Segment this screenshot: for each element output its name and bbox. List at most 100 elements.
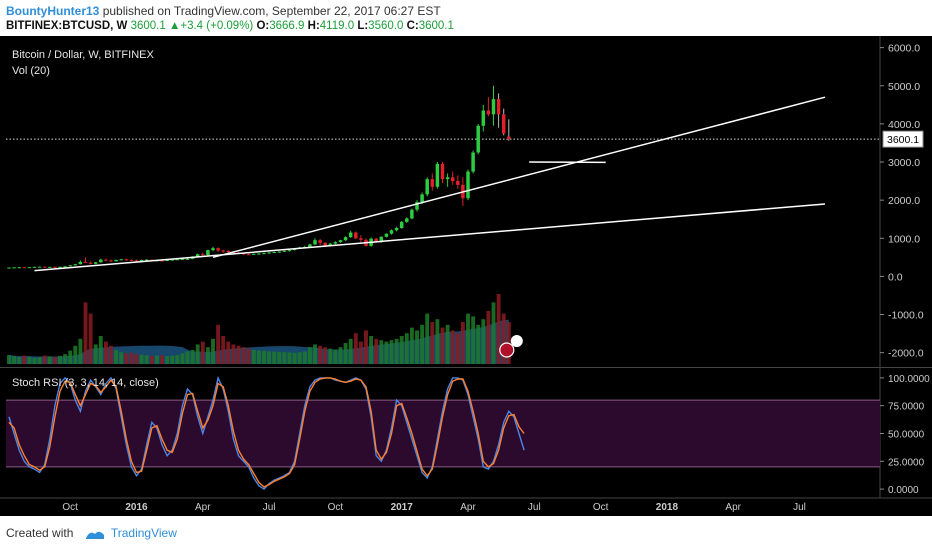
candle-body[interactable] [216, 248, 220, 251]
candle-body[interactable] [22, 267, 27, 269]
candle-body[interactable] [466, 171, 470, 199]
candle-body[interactable] [93, 262, 98, 264]
candle-body[interactable] [12, 267, 16, 269]
candle-body[interactable] [348, 232, 353, 238]
candle-body[interactable] [456, 181, 460, 185]
candle-body[interactable] [282, 250, 287, 252]
candle-body[interactable] [425, 179, 429, 195]
event-count-badge[interactable] [510, 335, 523, 347]
candle-body[interactable] [109, 260, 113, 262]
candle-body[interactable] [343, 237, 348, 241]
candle-body[interactable] [83, 261, 88, 263]
chart-canvas[interactable]: 6000.0 5000.0 4000.0 3000.0 2000.0 1000.0 0.0 -… [0, 36, 932, 516]
volume-bar [369, 336, 374, 364]
candle-body[interactable] [420, 194, 424, 203]
candle-body[interactable] [170, 259, 174, 261]
candle-body[interactable] [410, 209, 414, 219]
candle-body[interactable] [206, 250, 210, 256]
candle-body[interactable] [7, 267, 11, 269]
candle-body[interactable] [32, 266, 37, 268]
candle-body[interactable] [384, 233, 389, 237]
candle-body[interactable] [440, 163, 445, 180]
candle-body[interactable] [328, 243, 333, 246]
candle-body[interactable] [257, 253, 261, 255]
candle-body[interactable] [338, 240, 343, 243]
time-axis[interactable]: Oct 2016 Apr Jul Oct 2017 Apr Jul Oct 2018 Apr Jul [62, 502, 805, 513]
candle-body[interactable] [267, 252, 271, 254]
candle-body[interactable] [27, 267, 32, 269]
time-tick-label: Apr [460, 502, 476, 513]
candle-body[interactable] [430, 179, 435, 187]
candle-body[interactable] [185, 258, 190, 260]
candle-body[interactable] [379, 236, 384, 243]
candle-body[interactable] [201, 254, 205, 256]
candle-body[interactable] [308, 244, 312, 248]
candle-body[interactable] [471, 152, 475, 172]
candle-body[interactable] [63, 266, 67, 268]
candle-body[interactable] [104, 259, 108, 261]
candle-body[interactable] [507, 136, 511, 140]
tradingview-brand-link[interactable]: TradingView [110, 526, 177, 540]
candle-body[interactable] [318, 240, 322, 243]
candle-body[interactable] [78, 261, 83, 265]
candle-body[interactable] [175, 259, 180, 261]
stoch-rsi-pane[interactable]: 100.0000 75.0000 50.0000 25.0000 0.0000 [0, 374, 932, 499]
candle-body[interactable] [287, 250, 292, 252]
candle-body[interactable] [99, 259, 103, 263]
trendline[interactable] [34, 203, 826, 272]
candle-body[interactable] [501, 114, 506, 134]
candle-body[interactable] [17, 267, 21, 269]
candle-body[interactable] [42, 266, 47, 268]
us-flag-event-icon[interactable] [499, 342, 515, 358]
candle-body[interactable] [389, 230, 394, 234]
candle-body[interactable] [68, 265, 72, 267]
candle-body[interactable] [333, 242, 338, 244]
candle-body[interactable] [374, 238, 378, 243]
candle-body[interactable] [226, 250, 231, 252]
candle-body[interactable] [496, 99, 501, 115]
candle-body[interactable] [354, 232, 358, 239]
candle-body[interactable] [134, 260, 139, 262]
candle-body[interactable] [481, 110, 486, 126]
candle-body[interactable] [73, 264, 78, 266]
candle-body[interactable] [195, 254, 200, 257]
candle-body[interactable] [399, 221, 404, 228]
candle-body[interactable] [262, 253, 266, 255]
candle-body[interactable] [58, 266, 62, 268]
candle-body[interactable] [221, 250, 225, 252]
candle-body[interactable] [405, 218, 409, 222]
candle-body[interactable] [48, 266, 52, 268]
candle-body[interactable] [165, 260, 169, 262]
candle-body[interactable] [323, 242, 327, 246]
price-pane[interactable]: 6000.0 5000.0 4000.0 3000.0 2000.0 1000.0 0.0 -… [0, 36, 932, 498]
candle-body[interactable] [124, 259, 129, 261]
candle-body[interactable] [37, 266, 42, 268]
candle-body[interactable] [129, 260, 134, 262]
candle-body[interactable] [211, 248, 215, 251]
candle-body[interactable] [486, 110, 491, 115]
candle-body[interactable] [252, 253, 256, 255]
candle-body[interactable] [272, 251, 276, 253]
candle-body[interactable] [88, 262, 93, 264]
candle-body[interactable] [139, 260, 144, 262]
candle-body[interactable] [359, 238, 363, 240]
candle-body[interactable] [160, 260, 164, 262]
trendline[interactable] [212, 96, 826, 259]
candle-body[interactable] [180, 259, 185, 261]
candle-body[interactable] [415, 202, 419, 210]
candle-body[interactable] [313, 240, 317, 245]
candle-body[interactable] [450, 177, 455, 182]
candle-body[interactable] [277, 251, 282, 253]
candle-body[interactable] [246, 254, 251, 256]
candle-body[interactable] [445, 177, 450, 180]
author-link[interactable]: BountyHunter13 [6, 4, 100, 18]
candle-body[interactable] [491, 99, 496, 115]
candle-body[interactable] [114, 260, 118, 262]
candle-body[interactable] [476, 125, 480, 153]
candle-body[interactable] [119, 259, 123, 261]
symbol-label[interactable]: BITFINEX:BTCUSD, W [6, 20, 128, 32]
candle-body[interactable] [394, 227, 399, 231]
candle-body[interactable] [144, 259, 149, 261]
candle-body[interactable] [53, 266, 57, 268]
candle-body[interactable] [435, 163, 440, 187]
